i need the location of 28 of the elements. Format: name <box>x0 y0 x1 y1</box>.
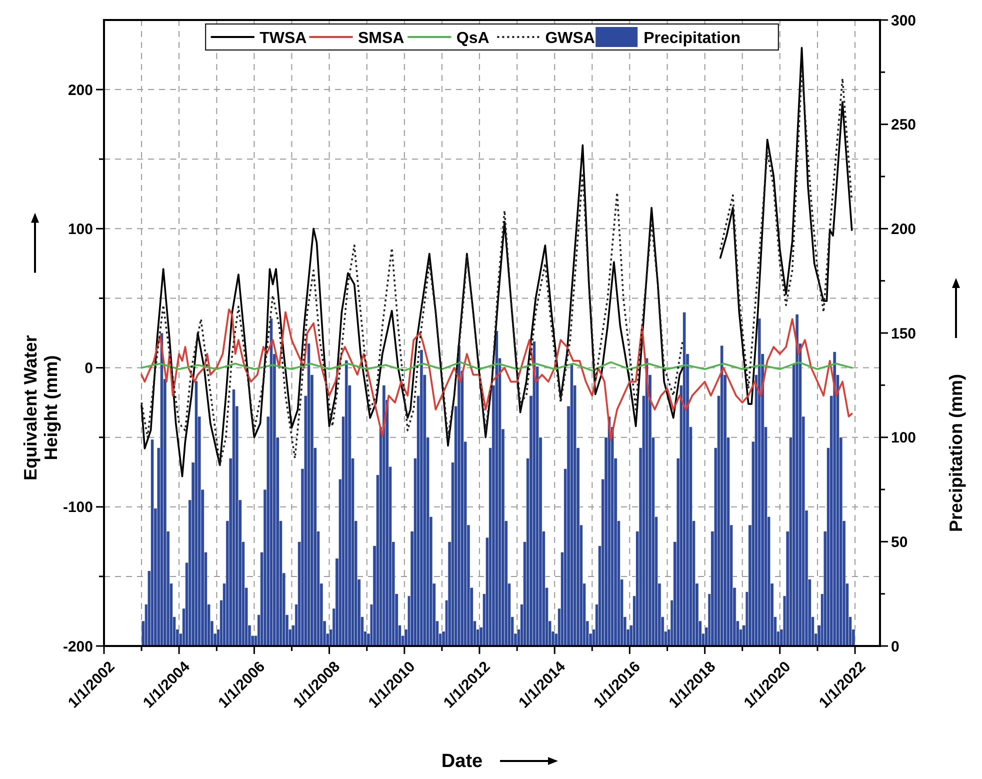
legend-label: QsA <box>456 30 490 47</box>
y-tick-label: 0 <box>84 360 93 378</box>
bar <box>795 314 799 646</box>
y2-tick-label: 150 <box>891 325 916 342</box>
legend-label: Precipitation <box>644 30 741 47</box>
y-axis-title: Equivalent Water Height (mm) <box>20 335 62 480</box>
y-tick-label: 200 <box>68 82 93 99</box>
y2-tick-label: 0 <box>891 638 900 656</box>
y2-tick-label: 50 <box>891 534 908 551</box>
y-tick-label: 100 <box>68 220 93 238</box>
bar <box>420 350 424 646</box>
bar <box>832 352 836 646</box>
y2-tick-label: 300 <box>891 12 916 30</box>
y2-tick-label: 250 <box>891 116 916 134</box>
legend-label: SMSA <box>358 30 405 47</box>
legend-label: TWSA <box>260 30 308 47</box>
y2-tick-label: 100 <box>891 430 916 447</box>
y2-axis-title: Precipitation (mm) <box>946 374 966 532</box>
x-axis-title: Date <box>441 751 483 772</box>
bar <box>194 380 198 646</box>
y-tick-label: -200 <box>62 638 93 656</box>
bar <box>344 360 348 646</box>
line-series <box>140 308 853 442</box>
bar <box>150 439 154 646</box>
y2-tick-label: 200 <box>891 220 916 238</box>
y-tick-label: -100 <box>62 499 93 516</box>
line-series <box>140 361 853 372</box>
legend-label: GWSA <box>545 30 596 47</box>
